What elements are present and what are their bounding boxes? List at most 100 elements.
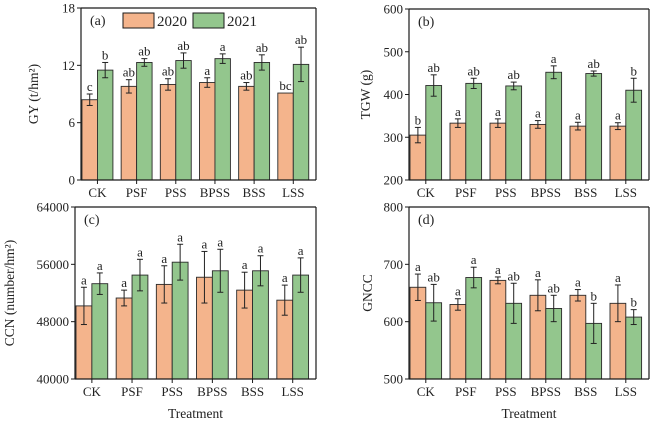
panel-label: (b) — [418, 15, 435, 30]
significance-letter: ab — [508, 268, 520, 283]
significance-letter: a — [298, 243, 304, 258]
x-tick-label: BPSS — [197, 384, 227, 399]
bar-2020-CK — [409, 286, 427, 380]
bar-2021-PSF — [136, 62, 153, 181]
significance-letter: ab — [428, 60, 440, 75]
bar-2020-BPSS — [529, 123, 547, 181]
significance-letter: a — [177, 229, 183, 244]
legend-label-2021: 2021 — [227, 14, 257, 30]
bar-2021-LSS — [625, 316, 643, 380]
significance-letter: a — [495, 104, 501, 119]
significance-letter: a — [455, 104, 461, 119]
significance-letter: a — [137, 244, 143, 259]
significance-letter: b — [630, 295, 637, 310]
significance-letter: bc — [279, 78, 292, 93]
significance-letter: ab — [177, 38, 189, 53]
y-tick-label: 64000 — [37, 200, 70, 215]
significance-letter: a — [204, 63, 210, 78]
x-tick-label: LSS — [282, 384, 304, 399]
legend: 2020 2021 — [122, 12, 257, 30]
y-tick-label: 700 — [384, 257, 404, 272]
significance-letter: ab — [256, 40, 268, 55]
bar-2020-PSS — [159, 83, 177, 181]
bar-2020-PSS — [489, 279, 507, 380]
bar-2021-BPSS — [545, 71, 563, 181]
y-tick-label: 600 — [384, 2, 404, 17]
bar-2021-BSS — [252, 270, 269, 380]
significance-letter: ab — [295, 32, 307, 47]
x-tick-label: PSS — [161, 384, 183, 399]
bar-2020-PSF — [120, 85, 138, 181]
significance-letter: a — [220, 39, 226, 54]
bar-2020-PSF — [449, 122, 467, 181]
bar-2021-PSS — [175, 60, 192, 181]
bar-2021-CK — [96, 69, 114, 181]
bar-2021-BSS — [253, 62, 271, 181]
x-tick-label: LSS — [615, 384, 637, 399]
significance-letter: ab — [468, 63, 480, 78]
y-axis-label: GNCC — [360, 274, 375, 312]
y-tick-label: 40000 — [37, 372, 70, 387]
bar-2021-PSF — [465, 82, 483, 181]
x-tick-label: BSS — [241, 384, 264, 399]
bar-2021-PSF — [465, 277, 483, 380]
y-tick-label: 48000 — [37, 314, 70, 329]
x-tick-label: CK — [83, 384, 102, 399]
x-tick-label: BSS — [574, 384, 597, 399]
significance-letter: a — [575, 107, 581, 122]
y-tick-label: 500 — [384, 372, 404, 387]
x-axis-label: Treatment — [168, 406, 223, 421]
bar-2021-BSS — [585, 73, 603, 181]
significance-letter: a — [455, 284, 461, 299]
y-tick-label: 600 — [384, 314, 404, 329]
x-tick-label: CK — [417, 384, 436, 399]
significance-letter: b — [415, 112, 422, 127]
legend-swatch-2020 — [122, 12, 155, 29]
significance-letter: ab — [138, 44, 150, 59]
x-tick-label: PSS — [165, 185, 187, 200]
bar-2020-PSF — [115, 297, 133, 380]
bar-2020-BSS — [569, 125, 587, 181]
significance-letter: a — [217, 234, 223, 249]
significance-letter: a — [97, 258, 103, 273]
y-tick-label: 12 — [62, 58, 75, 73]
x-tick-label: CK — [88, 185, 107, 200]
x-tick-label: PSF — [455, 185, 477, 200]
x-tick-label: PSF — [126, 185, 148, 200]
significance-letter: a — [575, 275, 581, 290]
significance-letter: ab — [548, 280, 560, 295]
significance-letter: ab — [240, 68, 252, 83]
bar-2020-BPSS — [199, 82, 216, 181]
significance-letter: ab — [588, 56, 600, 71]
y-tick-label: 300 — [384, 130, 404, 145]
significance-letter: a — [282, 270, 288, 285]
x-tick-label: CK — [417, 185, 436, 200]
bar-2021-LSS — [625, 89, 643, 181]
x-tick-label: LSS — [282, 185, 304, 200]
bar-2020-PSF — [449, 304, 467, 380]
significance-letter: a — [161, 251, 167, 266]
significance-letter: a — [551, 51, 557, 66]
significance-letter: c — [87, 79, 93, 94]
significance-letter: ab — [162, 64, 174, 79]
bar-2021-CK — [425, 85, 443, 181]
bar-2020-LSS — [277, 92, 294, 181]
significance-letter: b — [590, 288, 597, 303]
bar-2020-BSS — [569, 294, 587, 380]
significance-letter: a — [471, 252, 477, 267]
significance-letter: ab — [123, 65, 135, 80]
y-tick-label: 0 — [69, 173, 76, 188]
y-tick-label: 800 — [384, 200, 404, 215]
x-tick-label: PSF — [121, 384, 143, 399]
bar-2021-BPSS — [214, 58, 231, 181]
significance-letter: a — [242, 257, 248, 272]
y-tick-label: 500 — [384, 44, 404, 59]
legend-swatch-2021 — [192, 12, 225, 29]
panel-label: (d) — [418, 213, 435, 228]
y-tick-label: 18 — [62, 1, 75, 16]
